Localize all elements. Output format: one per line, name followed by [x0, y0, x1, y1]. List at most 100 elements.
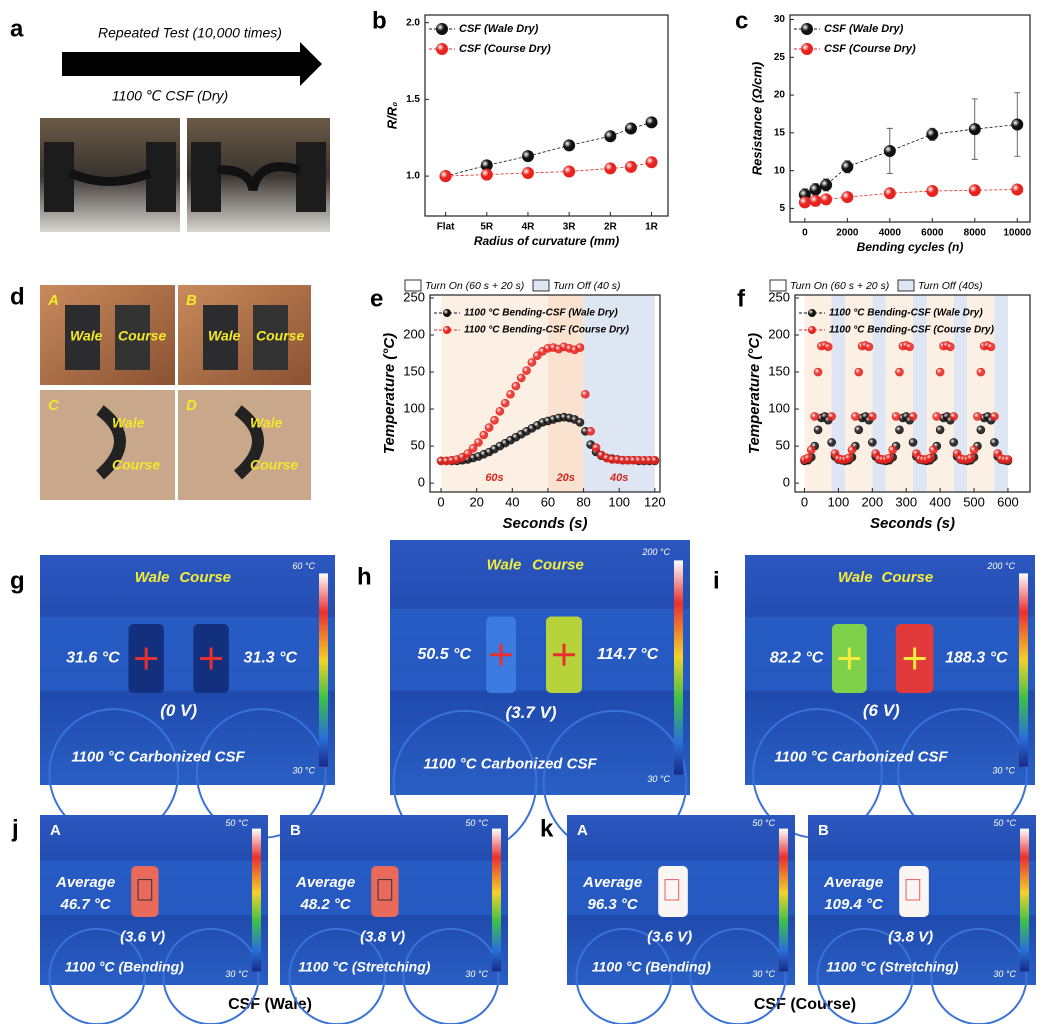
data-point	[480, 168, 493, 181]
hot-spot	[371, 866, 399, 917]
legend-swatch	[404, 279, 422, 292]
data-point	[511, 381, 521, 391]
data-point	[521, 150, 534, 163]
data-point	[949, 412, 959, 421]
data-point	[495, 406, 505, 416]
x-tick-label: 100	[828, 494, 850, 509]
scale-max: 200 °C	[986, 561, 1015, 571]
x-axis-label: Seconds (s)	[870, 515, 955, 532]
data-point	[883, 144, 896, 157]
legend-marker	[808, 326, 816, 334]
temperature: 46.7 °C	[59, 896, 111, 913]
data-point	[968, 123, 981, 136]
colorbar	[1020, 828, 1029, 972]
plot-frame	[789, 14, 1031, 223]
data-point	[474, 438, 483, 447]
x-tick-label: 120	[644, 494, 666, 509]
data-point	[926, 128, 939, 141]
data-point	[976, 425, 986, 435]
image-letter: A	[50, 822, 61, 839]
data-point	[604, 162, 617, 175]
scale-min: 30 °C	[993, 969, 1016, 979]
data-point	[813, 425, 823, 435]
y-tick-label: 150	[403, 363, 425, 378]
data-point	[844, 453, 853, 463]
data-point	[926, 185, 939, 198]
data-point	[809, 194, 822, 207]
region-label: 20s	[556, 472, 575, 484]
legend-swatch	[897, 279, 915, 292]
image-text: Course	[179, 569, 231, 586]
x-tick-label: 3R	[563, 222, 577, 233]
data-point	[968, 184, 981, 197]
data-point	[891, 412, 901, 421]
fixture-band	[40, 617, 335, 691]
caption: 1100 °C Carbonized CSF	[774, 748, 948, 765]
scale-min: 30 °C	[225, 969, 248, 979]
legend-text: CSF (Course Dry)	[459, 43, 551, 55]
data-point	[895, 425, 904, 435]
plot-frame	[429, 294, 661, 493]
region-label: 60s	[485, 472, 503, 484]
colorbar	[779, 828, 788, 972]
legend-text: 1100 °C Bending-CSF (Wale Dry)	[464, 308, 618, 319]
data-point	[841, 191, 854, 204]
panel-label: j	[11, 815, 19, 842]
legend-text: CSF (Course Dry)	[824, 43, 916, 55]
legend-swatch	[532, 279, 550, 292]
scale-max: 50 °C	[465, 818, 488, 828]
fixture-band	[390, 608, 690, 691]
fixture-ring	[48, 927, 146, 1024]
caption: 1100 °C Carbonized CSF	[71, 748, 245, 765]
data-point	[973, 412, 982, 421]
average: Average	[823, 874, 883, 891]
x-tick-label: 6000	[921, 228, 944, 239]
data-point	[990, 438, 999, 447]
data-point	[868, 438, 877, 447]
temperature: 50.5 °C	[417, 646, 471, 663]
y-axis-label: Resistance (Ω/cm)	[749, 62, 764, 175]
arrow	[62, 42, 322, 86]
arrow-text: Repeated Test (10,000 times)	[98, 25, 282, 41]
data-point	[969, 445, 979, 455]
photo	[178, 390, 311, 500]
region-label: 40s	[609, 472, 628, 484]
scale-min: 30 °C	[465, 969, 488, 979]
legend-marker	[443, 309, 451, 317]
plot-frame	[794, 294, 1031, 493]
fixture-band	[745, 617, 1035, 691]
photo-text: Wale	[112, 415, 145, 431]
x-axis-label: Radius of curvature (mm)	[474, 234, 619, 248]
photo-text: Course	[118, 328, 166, 344]
x-tick-label: 60	[541, 494, 555, 509]
data-point	[563, 165, 576, 178]
legend-text: Turn On (60 s + 20 s)	[790, 280, 889, 292]
panel-label: a	[10, 15, 24, 42]
clamp	[191, 142, 221, 212]
data-point	[990, 412, 999, 421]
average: Average	[55, 874, 115, 891]
y-tick-label: 0	[418, 475, 425, 490]
data-point	[468, 444, 478, 453]
legend-marker	[436, 23, 448, 35]
data-point	[935, 367, 945, 377]
data-point	[439, 170, 452, 183]
data-point	[521, 167, 534, 180]
data-point	[895, 367, 904, 377]
caption: 1100 ℃ CSF (Dry)	[112, 88, 228, 104]
y-axis-label: R/R₀	[384, 102, 399, 130]
voltage: (3.8 V)	[360, 928, 405, 945]
crosshair	[135, 647, 158, 670]
data-point	[888, 445, 897, 455]
legend-text: 1100 °C Bending-CSF (Course Dry)	[464, 325, 630, 336]
data-point	[847, 445, 857, 455]
data-point	[1011, 118, 1024, 131]
plot-frame	[424, 14, 669, 217]
panel-label: f	[737, 285, 746, 312]
temperature: 82.2 °C	[770, 650, 824, 667]
legend-text: Turn Off (40s)	[918, 280, 983, 292]
temperature: 188.3 °C	[945, 650, 1008, 667]
data-point	[575, 343, 585, 352]
image-text: Course	[532, 556, 584, 573]
data-point	[463, 449, 473, 458]
